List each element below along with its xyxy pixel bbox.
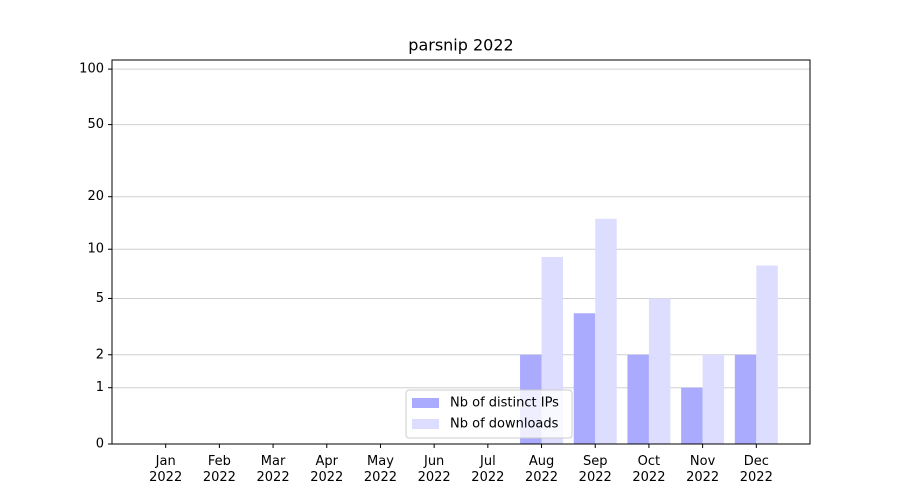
x-tick-label: Oct 2022 [632,454,665,485]
legend-box [405,389,573,439]
y-tick-label: 50 [87,117,104,132]
bar [681,387,703,444]
legend: Nb of distinct IPs Nb of downloads [405,389,573,439]
legend-label: Nb of distinct IPs [450,396,559,411]
x-tick-label: Jul 2022 [471,454,504,485]
y-tick-label: 0 [96,437,104,452]
legend-swatch [412,419,439,429]
y-tick-label: 20 [87,189,104,204]
x-tick-label: Apr 2022 [310,454,343,485]
x-tick-label: Dec 2022 [740,454,773,485]
x-tick-label: Nov 2022 [686,454,719,485]
y-tick-label: 5 [96,291,104,306]
bar [734,354,757,444]
bar [627,354,649,444]
y-tick-label: 1 [96,380,104,395]
x-tick-label: Mar 2022 [257,454,290,485]
x-tick-label: Jan 2022 [149,454,182,485]
legend-swatch [412,398,439,408]
x-tick-label: Aug 2022 [525,454,558,485]
y-tick-label: 2 [96,347,104,362]
bar [573,313,596,444]
x-tick-label: Sep 2022 [579,454,612,485]
bar [595,218,617,444]
bar [648,298,671,444]
plot-area: 0 1 2 5 10 20 50 100 Jan 2022 Feb 2022 Mar 2022 Apr 202… [79,62,810,485]
bar [702,354,725,444]
axes-frame [111,59,811,445]
legend-label: Nb of downloads [450,417,559,432]
y-tick-label: 100 [79,62,104,77]
x-tick-label: May 2022 [364,454,397,485]
bar [756,265,778,444]
x-tick-label: Feb 2022 [203,454,236,485]
chart-title: parsnip 2022 [408,36,513,55]
y-tick-label: 10 [87,242,104,257]
x-tick-label: Jun 2022 [418,454,451,485]
